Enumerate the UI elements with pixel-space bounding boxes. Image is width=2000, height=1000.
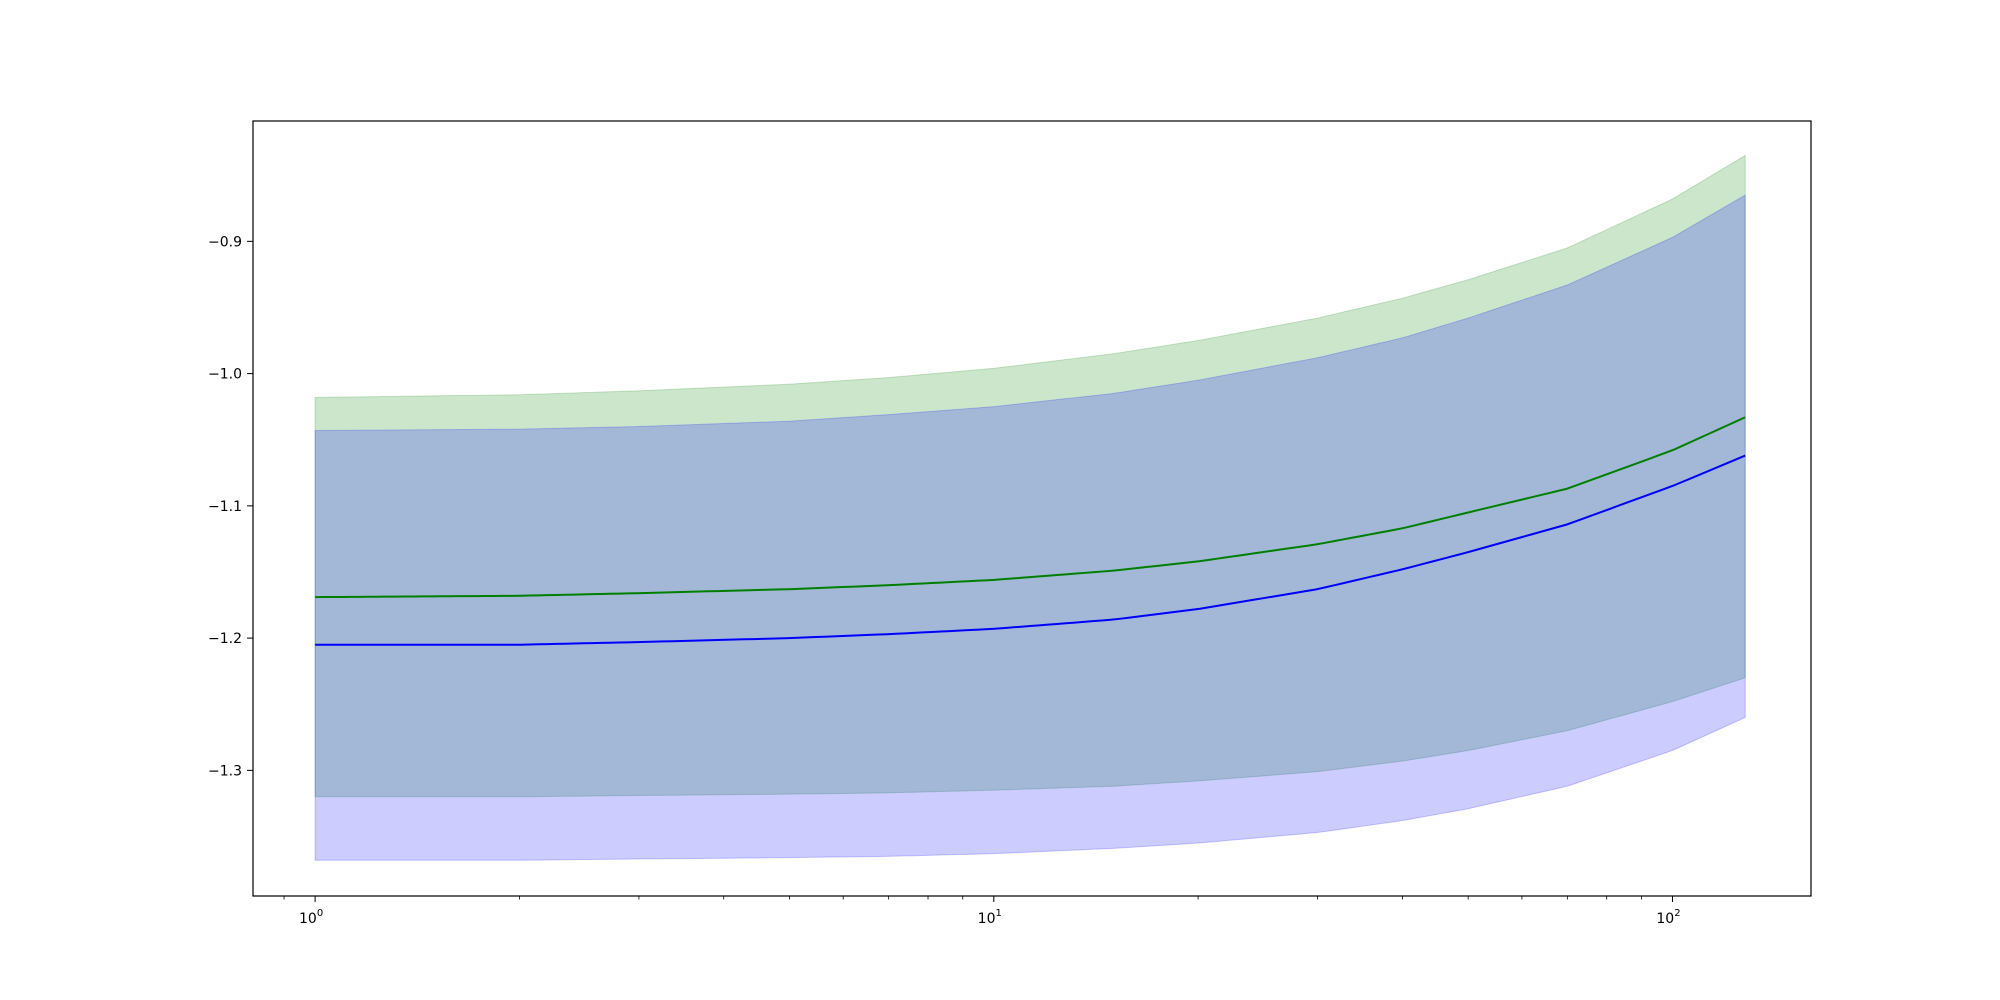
y-tick-label: −1.0 bbox=[208, 367, 242, 383]
y-tick-label: −1.1 bbox=[208, 499, 242, 515]
x-tick-label: 100 bbox=[299, 908, 323, 927]
series-line-2 bbox=[315, 454, 1746, 646]
axes-frame bbox=[252, 120, 1812, 897]
axis-ticks: 100 101 102 −0.9 −1.0 −1.1 −1.2 −1.3 bbox=[208, 234, 1681, 927]
x-tick-label: 102 bbox=[1656, 908, 1680, 927]
series-line-1 bbox=[315, 416, 1746, 599]
confidence-band-2 bbox=[314, 194, 1746, 861]
y-tick-label: −1.2 bbox=[208, 631, 242, 647]
x-tick-label: 101 bbox=[978, 908, 1002, 927]
plot-area bbox=[314, 154, 1746, 861]
confidence-band-1 bbox=[314, 154, 1746, 798]
y-tick-label: −0.9 bbox=[208, 234, 242, 250]
y-tick-label: −1.3 bbox=[208, 763, 242, 779]
